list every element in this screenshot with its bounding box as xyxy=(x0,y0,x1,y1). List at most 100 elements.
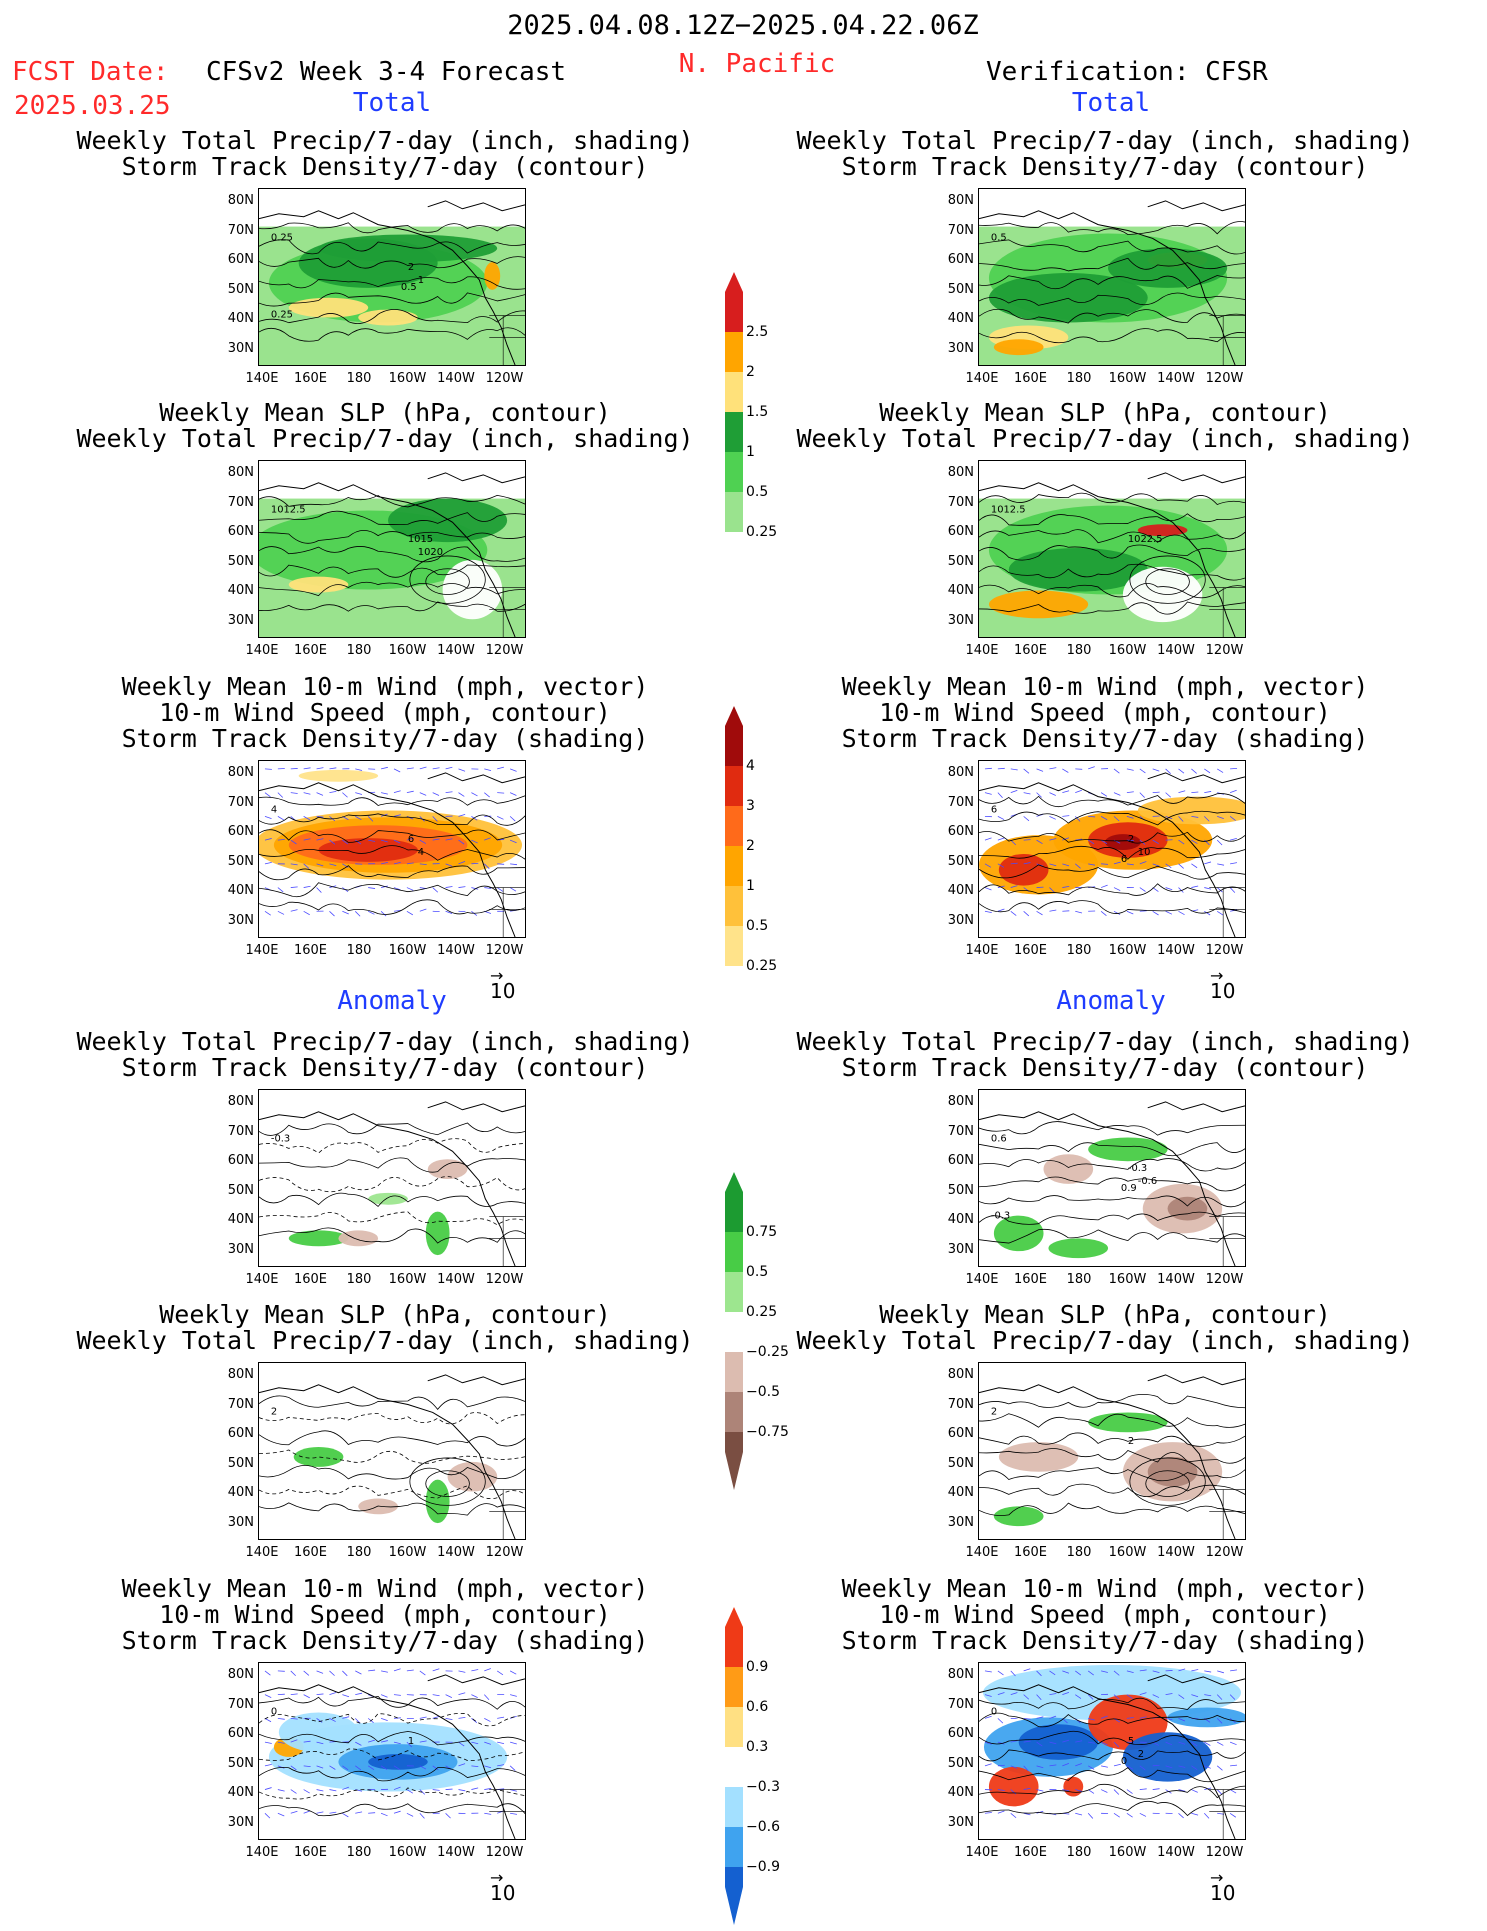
lon-tick-label: 140E xyxy=(965,644,998,658)
panel-title-line: 10-m Wind Speed (mph, contour) xyxy=(879,1602,1331,1628)
lon-tick-label: 180 xyxy=(347,1846,372,1860)
colorbar-segment xyxy=(725,1352,743,1392)
lon-tick-label: 180 xyxy=(347,1546,372,1560)
lat-tick-label: 80N xyxy=(216,1368,254,1382)
contour-label: 4 xyxy=(418,847,424,858)
panel-title-line: Weekly Mean SLP (hPa, contour) xyxy=(879,400,1331,426)
lon-tick-label: 180 xyxy=(347,1273,372,1287)
colorbar-tick-label: 0.25 xyxy=(746,525,777,539)
colorbar-tick-label: 0.75 xyxy=(746,1225,777,1239)
shading-region xyxy=(426,1480,450,1524)
lon-tick-label: 120W xyxy=(486,944,524,958)
colorbar-segment xyxy=(725,452,743,492)
lon-tick-label: 140E xyxy=(245,644,278,658)
lat-tick-label: 40N xyxy=(936,312,974,326)
lon-tick-label: 120W xyxy=(1206,1546,1244,1560)
colorbar-tick-label: 0.9 xyxy=(746,1660,768,1674)
contour-label: 6 xyxy=(1121,854,1127,865)
lat-tick-label: 70N xyxy=(216,1698,254,1712)
lon-tick-label: 180 xyxy=(1067,1846,1092,1860)
lon-tick-label: 160W xyxy=(1109,1546,1147,1560)
lon-tick-label: 140W xyxy=(1157,1546,1195,1560)
contour-label: 1020 xyxy=(418,547,443,558)
colorbar-tick-label: 1.5 xyxy=(746,405,768,419)
lat-tick-label: 40N xyxy=(936,1213,974,1227)
lon-tick-label: 160W xyxy=(389,1546,427,1560)
panel-title-line: Storm Track Density/7-day (shading) xyxy=(122,726,649,752)
contour-label: 1012.5 xyxy=(991,504,1026,515)
colorbar-segment xyxy=(725,272,743,332)
panel-title-line: Weekly Total Precip/7-day (inch, shading… xyxy=(76,1328,693,1354)
lat-tick-label: 30N xyxy=(216,1243,254,1257)
lat-tick-label: 40N xyxy=(936,1786,974,1800)
colorbar-storm-anom xyxy=(722,1607,746,1927)
colorbar-segment xyxy=(725,706,743,766)
lat-tick-label: 60N xyxy=(936,525,974,539)
lon-tick-label: 140W xyxy=(437,372,475,386)
colorbar-segment xyxy=(725,1172,743,1232)
lat-tick-label: 40N xyxy=(936,584,974,598)
lat-tick-label: 80N xyxy=(216,194,254,208)
lon-tick-label: 140E xyxy=(965,1846,998,1860)
panel-title-line: Storm Track Density/7-day (contour) xyxy=(122,154,649,180)
lon-tick-label: 140W xyxy=(1157,372,1195,386)
lon-tick-label: 120W xyxy=(1206,372,1244,386)
lat-tick-label: 40N xyxy=(216,1486,254,1500)
lon-tick-label: 180 xyxy=(347,644,372,658)
contour-label: 4 xyxy=(271,804,277,815)
lon-tick-label: 160E xyxy=(294,372,327,386)
lon-tick-label: 160W xyxy=(1109,372,1147,386)
lat-tick-label: 40N xyxy=(216,1213,254,1227)
lon-tick-label: 180 xyxy=(347,372,372,386)
lon-tick-label: 140W xyxy=(437,1846,475,1860)
panel-title-line: Weekly Total Precip/7-day (inch, shading… xyxy=(796,128,1413,154)
colorbar-tick-label: −0.75 xyxy=(746,1425,789,1439)
lat-tick-label: 60N xyxy=(216,1427,254,1441)
lon-tick-label: 140W xyxy=(437,644,475,658)
panel-title-line: Storm Track Density/7-day (contour) xyxy=(842,154,1369,180)
map-panel-vf-total-slp: 1012.5 1022.5 xyxy=(978,460,1246,638)
lon-tick-label: 140W xyxy=(437,1273,475,1287)
lat-tick-label: 80N xyxy=(936,766,974,780)
lon-tick-label: 140E xyxy=(965,944,998,958)
contour-label: 1015 xyxy=(408,534,433,545)
shading-region xyxy=(426,1212,450,1256)
shading-region xyxy=(994,339,1044,355)
contour-label: 2 xyxy=(271,1406,277,1417)
colorbar-tick-label: 2 xyxy=(746,365,755,379)
lat-tick-label: 40N xyxy=(216,584,254,598)
map-panel-vf-total-precip: 0.5 xyxy=(978,188,1246,366)
shading-region xyxy=(299,770,378,782)
lon-tick-label: 160W xyxy=(389,1846,427,1860)
colorbar-precip-anom xyxy=(722,1172,746,1492)
lon-tick-label: 160W xyxy=(389,372,427,386)
contour-label: 1022.5 xyxy=(1128,534,1163,545)
lon-tick-label: 140W xyxy=(1157,944,1195,958)
lon-tick-label: 160W xyxy=(1109,1273,1147,1287)
colorbar-tick-label: 0.3 xyxy=(746,1740,768,1754)
contour-label: -0.3 xyxy=(991,1211,1010,1222)
lon-tick-label: 160E xyxy=(1014,1546,1047,1560)
lat-tick-label: 70N xyxy=(936,1698,974,1712)
lon-tick-label: 120W xyxy=(486,1273,524,1287)
colorbar-tick-label: −0.5 xyxy=(746,1385,780,1399)
lon-tick-label: 140E xyxy=(245,372,278,386)
map-panel-fc-anom-precip: -0.3 xyxy=(258,1089,526,1267)
lon-tick-label: 180 xyxy=(1067,644,1092,658)
lon-tick-label: 140E xyxy=(245,1846,278,1860)
date-range: 2025.04.08.12Z−2025.04.22.06Z xyxy=(507,12,978,40)
lat-tick-label: 30N xyxy=(216,342,254,356)
lat-tick-label: 60N xyxy=(936,825,974,839)
colorbar-tick-label: 0.5 xyxy=(746,1265,768,1279)
colorbar-segment xyxy=(725,1707,743,1747)
lon-tick-label: 160E xyxy=(294,1546,327,1560)
colorbar-tick-label: 3 xyxy=(746,799,755,813)
colorbar-tick-label: −0.3 xyxy=(746,1780,780,1794)
colorbar-segment xyxy=(725,1272,743,1312)
lon-tick-label: 160E xyxy=(294,944,327,958)
